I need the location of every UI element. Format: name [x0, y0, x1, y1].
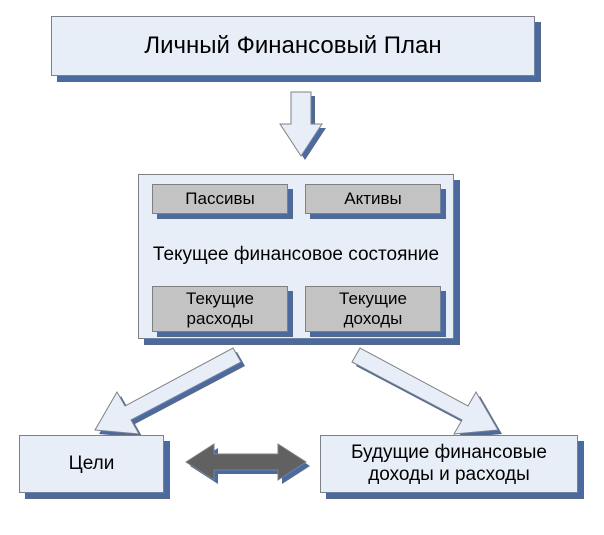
arrow-bidir-icon [180, 438, 320, 496]
future-text: Будущие финансовые доходы и расходы [329, 442, 569, 486]
subbox-expenses-text: Текущие расходы [157, 289, 283, 328]
subbox-income-text: Текущие доходы [310, 289, 436, 328]
goals-box: Цели [19, 435, 164, 493]
title-box: Личный Финансовый План [51, 16, 535, 76]
future-box: Будущие финансовые доходы и расходы [320, 435, 578, 493]
panel-text: Текущее финансовое состояние [153, 244, 439, 266]
title-box-face: Личный Финансовый План [51, 16, 535, 76]
subbox-actives: Активы [305, 184, 441, 214]
goals-text: Цели [69, 453, 115, 475]
subbox-actives-text: Активы [344, 189, 402, 209]
arrow-down-icon [272, 88, 332, 168]
subbox-income: Текущие доходы [305, 286, 441, 332]
title-text: Личный Финансовый План [144, 32, 441, 60]
subbox-passives: Пассивы [152, 184, 288, 214]
subbox-expenses: Текущие расходы [152, 286, 288, 332]
subbox-passives-text: Пассивы [185, 189, 254, 209]
